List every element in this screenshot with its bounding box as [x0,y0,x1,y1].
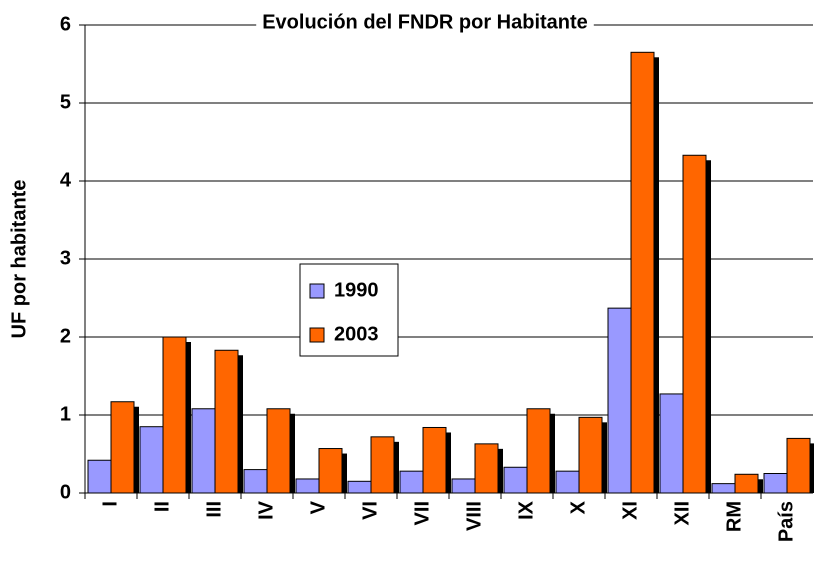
x-tick-label: X [567,500,589,514]
y-tick-label: 0 [60,481,71,503]
bar [87,459,112,494]
bar [578,416,603,494]
x-tick-label: V [307,500,329,514]
bar [266,408,291,494]
legend-label: 1990 [334,279,379,301]
y-tick-label: 3 [60,247,71,269]
legend-swatch [309,327,325,343]
bar [110,401,135,494]
x-tick-label: III [203,501,225,518]
y-tick-label: 4 [60,169,72,191]
x-tick-label: VII [411,501,433,525]
y-tick-label: 6 [60,13,71,35]
bar [555,470,580,494]
chart-title: Evolución del FNDR por Habitante [262,11,588,33]
bar [214,349,239,494]
bar [682,154,707,494]
x-tick-label: VIII [463,501,485,531]
y-tick-label: 5 [60,91,71,113]
bar [734,473,759,494]
bar [451,478,476,494]
x-tick-label: II [151,501,173,512]
y-axis-label: UF por habitante [8,180,30,339]
bar [786,437,811,494]
bar [711,483,736,494]
bar [139,426,164,494]
bar [191,408,216,494]
title-background [256,11,594,34]
x-tick-label: RM [723,501,745,532]
x-tick-label: XI [619,501,641,520]
bar [399,470,424,494]
bar [763,473,788,494]
bar [503,466,528,494]
bar [162,336,187,494]
bar [370,436,395,494]
bar [630,51,655,494]
bar [318,448,343,494]
x-tick-label: VI [359,501,381,520]
bar [474,443,499,494]
bar [422,426,447,494]
x-tick-label: XII [671,501,693,525]
bar [243,469,268,494]
x-tick-label: IV [255,500,277,520]
bar [295,478,320,494]
x-tick-label: I [99,501,121,507]
x-tick-label: IX [515,500,537,520]
bar [526,408,551,494]
y-tick-label: 2 [60,325,71,347]
x-tick-label: País [775,501,797,542]
bar [659,393,684,494]
bar [607,307,632,494]
y-tick-label: 1 [60,403,71,425]
legend-swatch [309,283,325,299]
legend-label: 2003 [334,323,379,345]
bar [347,480,372,494]
